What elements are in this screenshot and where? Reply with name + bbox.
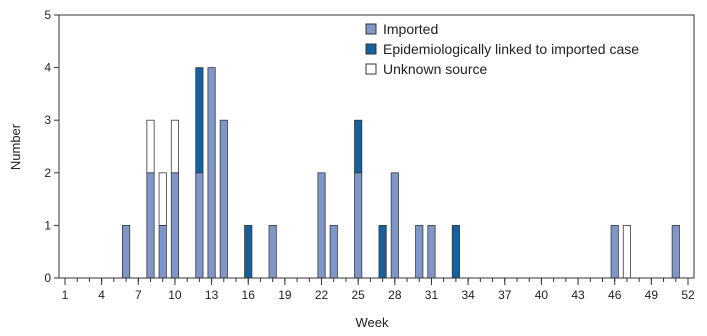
bar-segment-imported: [158, 224, 167, 279]
y-tick-label: 5: [44, 8, 51, 22]
bar-segment-unknown-source: [158, 172, 167, 226]
x-axis-title: Week: [356, 315, 389, 330]
bar-segment-imported: [390, 172, 399, 279]
x-tick-label: 43: [571, 288, 585, 302]
x-tick-label: 31: [425, 288, 439, 302]
legend-swatch: [365, 43, 377, 55]
bar-segment-imported: [207, 67, 216, 279]
x-tick-label: 22: [315, 288, 329, 302]
bar-segment-imported: [415, 224, 424, 279]
x-tick-label: 13: [205, 288, 219, 302]
bar-segment-imported: [195, 172, 204, 279]
plot-frame: [58, 14, 695, 279]
bar-segment-imported: [268, 224, 277, 279]
bar-segment-imported: [329, 224, 338, 279]
y-tick-label: 3: [44, 113, 51, 127]
y-tick-label: 0: [44, 271, 51, 285]
bar-segment-unknown-source: [170, 119, 180, 174]
bar-segment-unknown-source: [146, 119, 155, 174]
bar-segment-unknown-source: [622, 224, 631, 279]
x-tick-label: 19: [278, 288, 292, 302]
bar-segment-epi-linked: [244, 224, 253, 279]
bar-segment-epi-linked: [195, 67, 204, 174]
x-tick-label: 28: [388, 288, 402, 302]
legend-swatch: [365, 63, 377, 75]
bar-segment-imported: [146, 172, 155, 279]
x-tick-label: 10: [168, 288, 182, 302]
legend-swatch: [365, 23, 377, 35]
bar-segment-imported: [427, 224, 436, 279]
y-tick-label: 4: [44, 61, 51, 75]
x-tick-label: 4: [98, 288, 105, 302]
x-tick-label: 37: [498, 288, 512, 302]
bar-segment-epi-linked: [378, 224, 387, 279]
legend: Imported Epidemiologically linked to impo…: [365, 21, 639, 77]
bar-segment-imported: [354, 172, 363, 279]
bar-segment-epi-linked: [451, 224, 460, 279]
legend-label: Imported: [383, 21, 438, 37]
bar-segment-imported: [122, 224, 131, 279]
x-tick-label: 16: [242, 288, 256, 302]
bar-segment-imported: [671, 224, 680, 279]
x-tick-label: 25: [351, 288, 365, 302]
x-tick-label: 7: [135, 288, 142, 302]
x-tick-label: 49: [645, 288, 659, 302]
x-tick-label: 34: [461, 288, 475, 302]
x-tick-label: 46: [608, 288, 622, 302]
bar-segment-epi-linked: [354, 119, 363, 174]
y-tick-label: 2: [44, 166, 51, 180]
x-tick-label: 1: [62, 288, 69, 302]
legend-label: Epidemiologically linked to imported cas…: [383, 41, 639, 57]
x-tick-label: 52: [681, 288, 695, 302]
bars-layer: [122, 67, 680, 279]
bar-segment-imported: [170, 172, 180, 279]
legend-label: Unknown source: [383, 61, 487, 77]
bar-segment-imported: [219, 119, 228, 279]
y-axis-title: Number: [8, 123, 23, 170]
bar-segment-imported: [610, 224, 619, 279]
y-tick-label: 1: [44, 218, 51, 232]
x-tick-label: 40: [535, 288, 549, 302]
bar-segment-imported: [317, 172, 326, 279]
